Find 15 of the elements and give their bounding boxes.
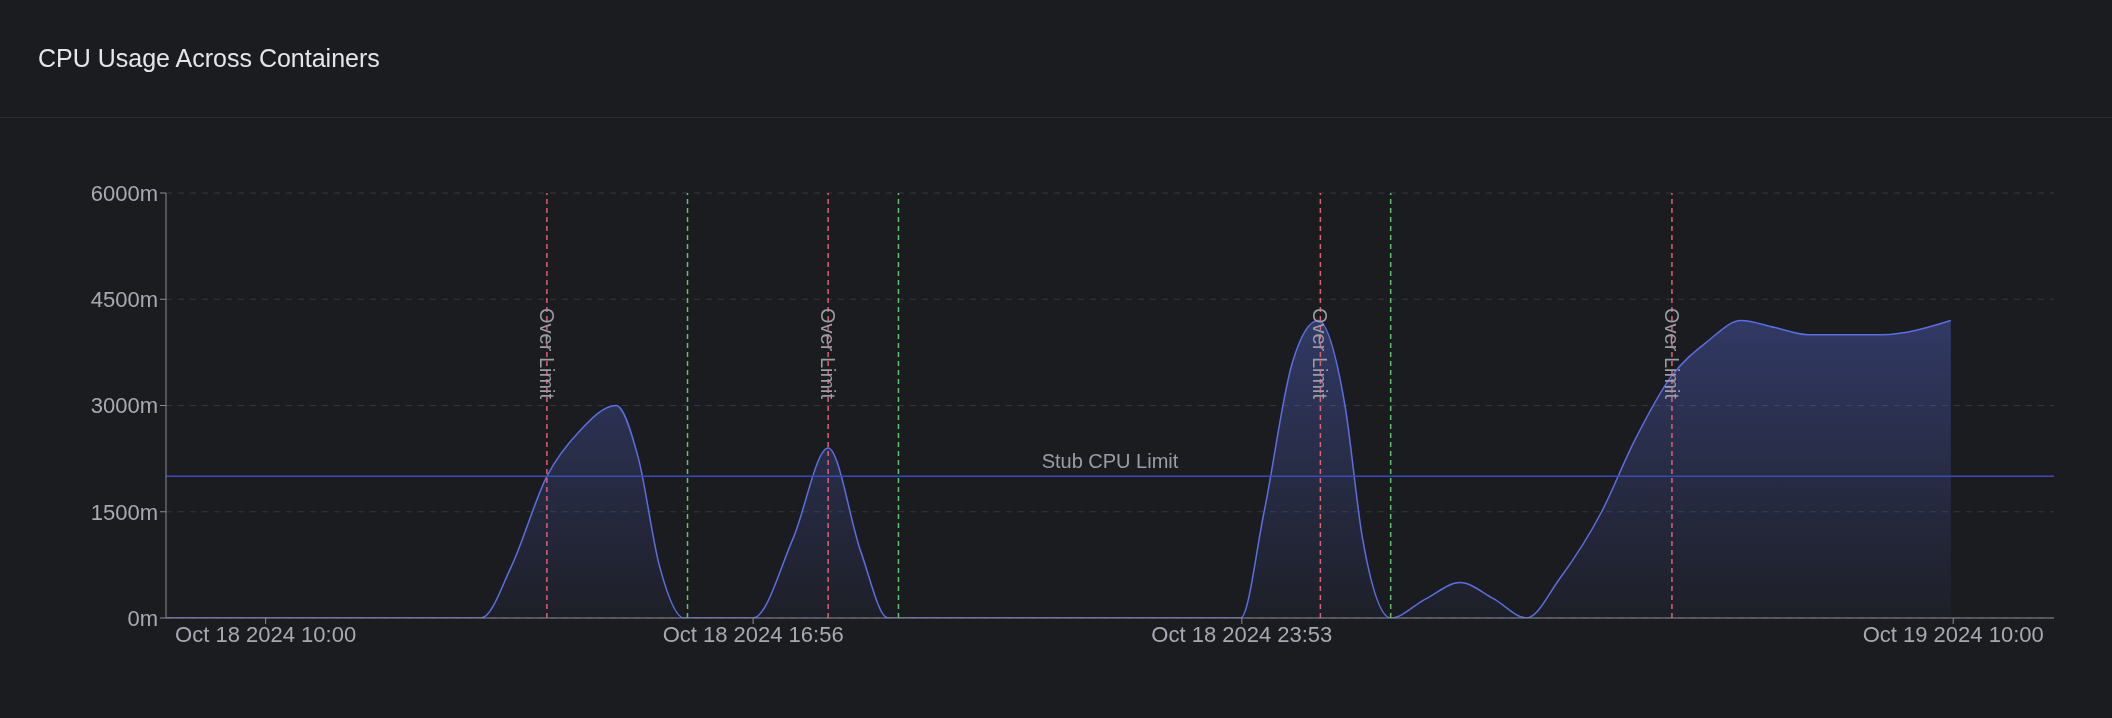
y-tick-label: 3000m: [90, 393, 158, 419]
y-tick-label: 4500m: [90, 287, 158, 313]
ref-line-label: Over Limit: [817, 308, 840, 400]
ref-line-label: Stub CPU Limit: [1041, 450, 1179, 473]
y-tick-label: 6000m: [90, 180, 158, 206]
ref-line-label: Over Limit: [1660, 308, 1683, 400]
x-tick-label: Oct 18 2024 23:53: [1151, 621, 1333, 647]
x-tick-label: Oct 19 2024 10:00: [1862, 621, 2044, 647]
ref-line-label: Over Limit: [535, 308, 558, 400]
y-tick-label: 1500m: [90, 499, 158, 525]
x-tick-label: Oct 18 2024 16:56: [662, 621, 844, 647]
x-tick-label: Oct 18 2024 10:00: [175, 621, 357, 647]
y-tick-label: 0m: [127, 605, 158, 631]
ref-line-label: Over Limit: [1309, 308, 1332, 400]
chart-title: CPU Usage Across Containers: [0, 0, 2112, 118]
